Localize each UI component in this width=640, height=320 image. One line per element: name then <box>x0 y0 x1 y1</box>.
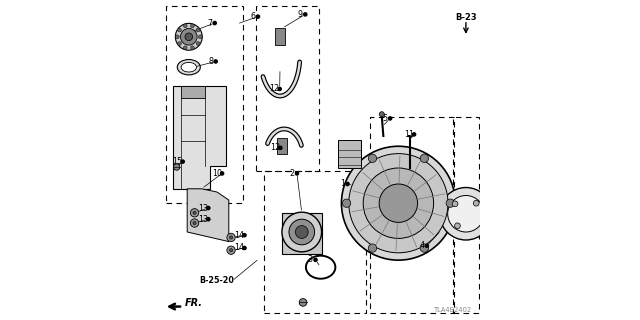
Circle shape <box>198 35 202 39</box>
Circle shape <box>379 184 417 222</box>
Text: 4: 4 <box>419 241 424 250</box>
Circle shape <box>420 244 429 252</box>
Ellipse shape <box>177 60 200 75</box>
Circle shape <box>379 112 384 117</box>
Circle shape <box>191 46 195 50</box>
Circle shape <box>342 199 351 207</box>
Text: 12: 12 <box>269 84 280 93</box>
Circle shape <box>213 21 216 25</box>
Circle shape <box>191 219 199 227</box>
Circle shape <box>474 200 479 206</box>
Circle shape <box>173 164 180 170</box>
Circle shape <box>220 172 224 175</box>
Circle shape <box>177 28 181 32</box>
Circle shape <box>388 117 392 120</box>
Text: 3: 3 <box>308 255 313 264</box>
Bar <box>256 6 319 171</box>
Polygon shape <box>173 86 226 189</box>
Circle shape <box>278 87 282 91</box>
Text: 6: 6 <box>250 12 255 21</box>
Circle shape <box>454 223 460 229</box>
Text: 14: 14 <box>234 231 244 240</box>
Circle shape <box>296 226 308 238</box>
Circle shape <box>349 154 448 253</box>
Text: 1: 1 <box>340 180 345 188</box>
Circle shape <box>446 199 454 207</box>
Circle shape <box>346 182 349 186</box>
Circle shape <box>230 236 233 239</box>
Circle shape <box>452 201 458 207</box>
Polygon shape <box>187 189 229 242</box>
Circle shape <box>183 24 187 28</box>
Text: 8: 8 <box>208 57 213 66</box>
Circle shape <box>364 168 434 238</box>
Circle shape <box>191 209 199 217</box>
Circle shape <box>177 42 181 45</box>
Text: 13: 13 <box>198 204 208 212</box>
Circle shape <box>368 154 377 163</box>
Circle shape <box>289 219 315 245</box>
Circle shape <box>243 234 246 237</box>
Text: 11: 11 <box>404 130 414 139</box>
Circle shape <box>342 146 456 260</box>
Text: 7: 7 <box>207 19 212 28</box>
Circle shape <box>207 218 210 221</box>
Bar <box>453 117 479 313</box>
Text: 5: 5 <box>382 114 388 123</box>
Text: 14: 14 <box>234 244 244 252</box>
Circle shape <box>314 258 317 261</box>
Circle shape <box>420 154 429 163</box>
Bar <box>166 6 243 203</box>
Circle shape <box>196 42 200 45</box>
Ellipse shape <box>181 62 196 72</box>
Bar <box>370 117 454 313</box>
Circle shape <box>196 28 200 32</box>
Bar <box>338 140 361 168</box>
Circle shape <box>183 46 187 50</box>
Circle shape <box>180 28 197 45</box>
Circle shape <box>368 244 376 252</box>
Circle shape <box>448 196 484 232</box>
Circle shape <box>230 249 233 252</box>
Circle shape <box>185 33 193 41</box>
Text: 10: 10 <box>212 169 222 178</box>
Text: 2: 2 <box>289 169 294 178</box>
Circle shape <box>300 299 307 306</box>
Circle shape <box>214 60 218 63</box>
Text: 9: 9 <box>298 10 303 19</box>
Circle shape <box>440 188 492 240</box>
Circle shape <box>227 246 236 254</box>
Circle shape <box>282 212 321 252</box>
Polygon shape <box>181 86 205 98</box>
Circle shape <box>175 23 202 50</box>
Polygon shape <box>282 213 322 254</box>
Bar <box>277 138 287 154</box>
Circle shape <box>181 160 184 163</box>
Circle shape <box>193 211 196 214</box>
Text: 12: 12 <box>270 143 280 152</box>
Text: FR.: FR. <box>185 298 203 308</box>
Circle shape <box>279 146 282 149</box>
Circle shape <box>207 206 210 210</box>
Text: 13: 13 <box>198 215 208 224</box>
Circle shape <box>256 15 260 18</box>
Text: B-25-20: B-25-20 <box>200 276 234 285</box>
Circle shape <box>191 24 195 28</box>
Text: B-23: B-23 <box>455 13 477 22</box>
Circle shape <box>303 13 307 16</box>
Text: TLA4B2402: TLA4B2402 <box>434 307 472 313</box>
Circle shape <box>227 233 236 242</box>
Circle shape <box>243 246 246 250</box>
Circle shape <box>413 133 416 136</box>
Bar <box>264 171 366 313</box>
Circle shape <box>175 35 179 39</box>
Text: 15: 15 <box>173 157 182 166</box>
Bar <box>275 28 285 45</box>
Circle shape <box>296 172 299 175</box>
Circle shape <box>425 244 429 247</box>
Circle shape <box>193 221 196 225</box>
